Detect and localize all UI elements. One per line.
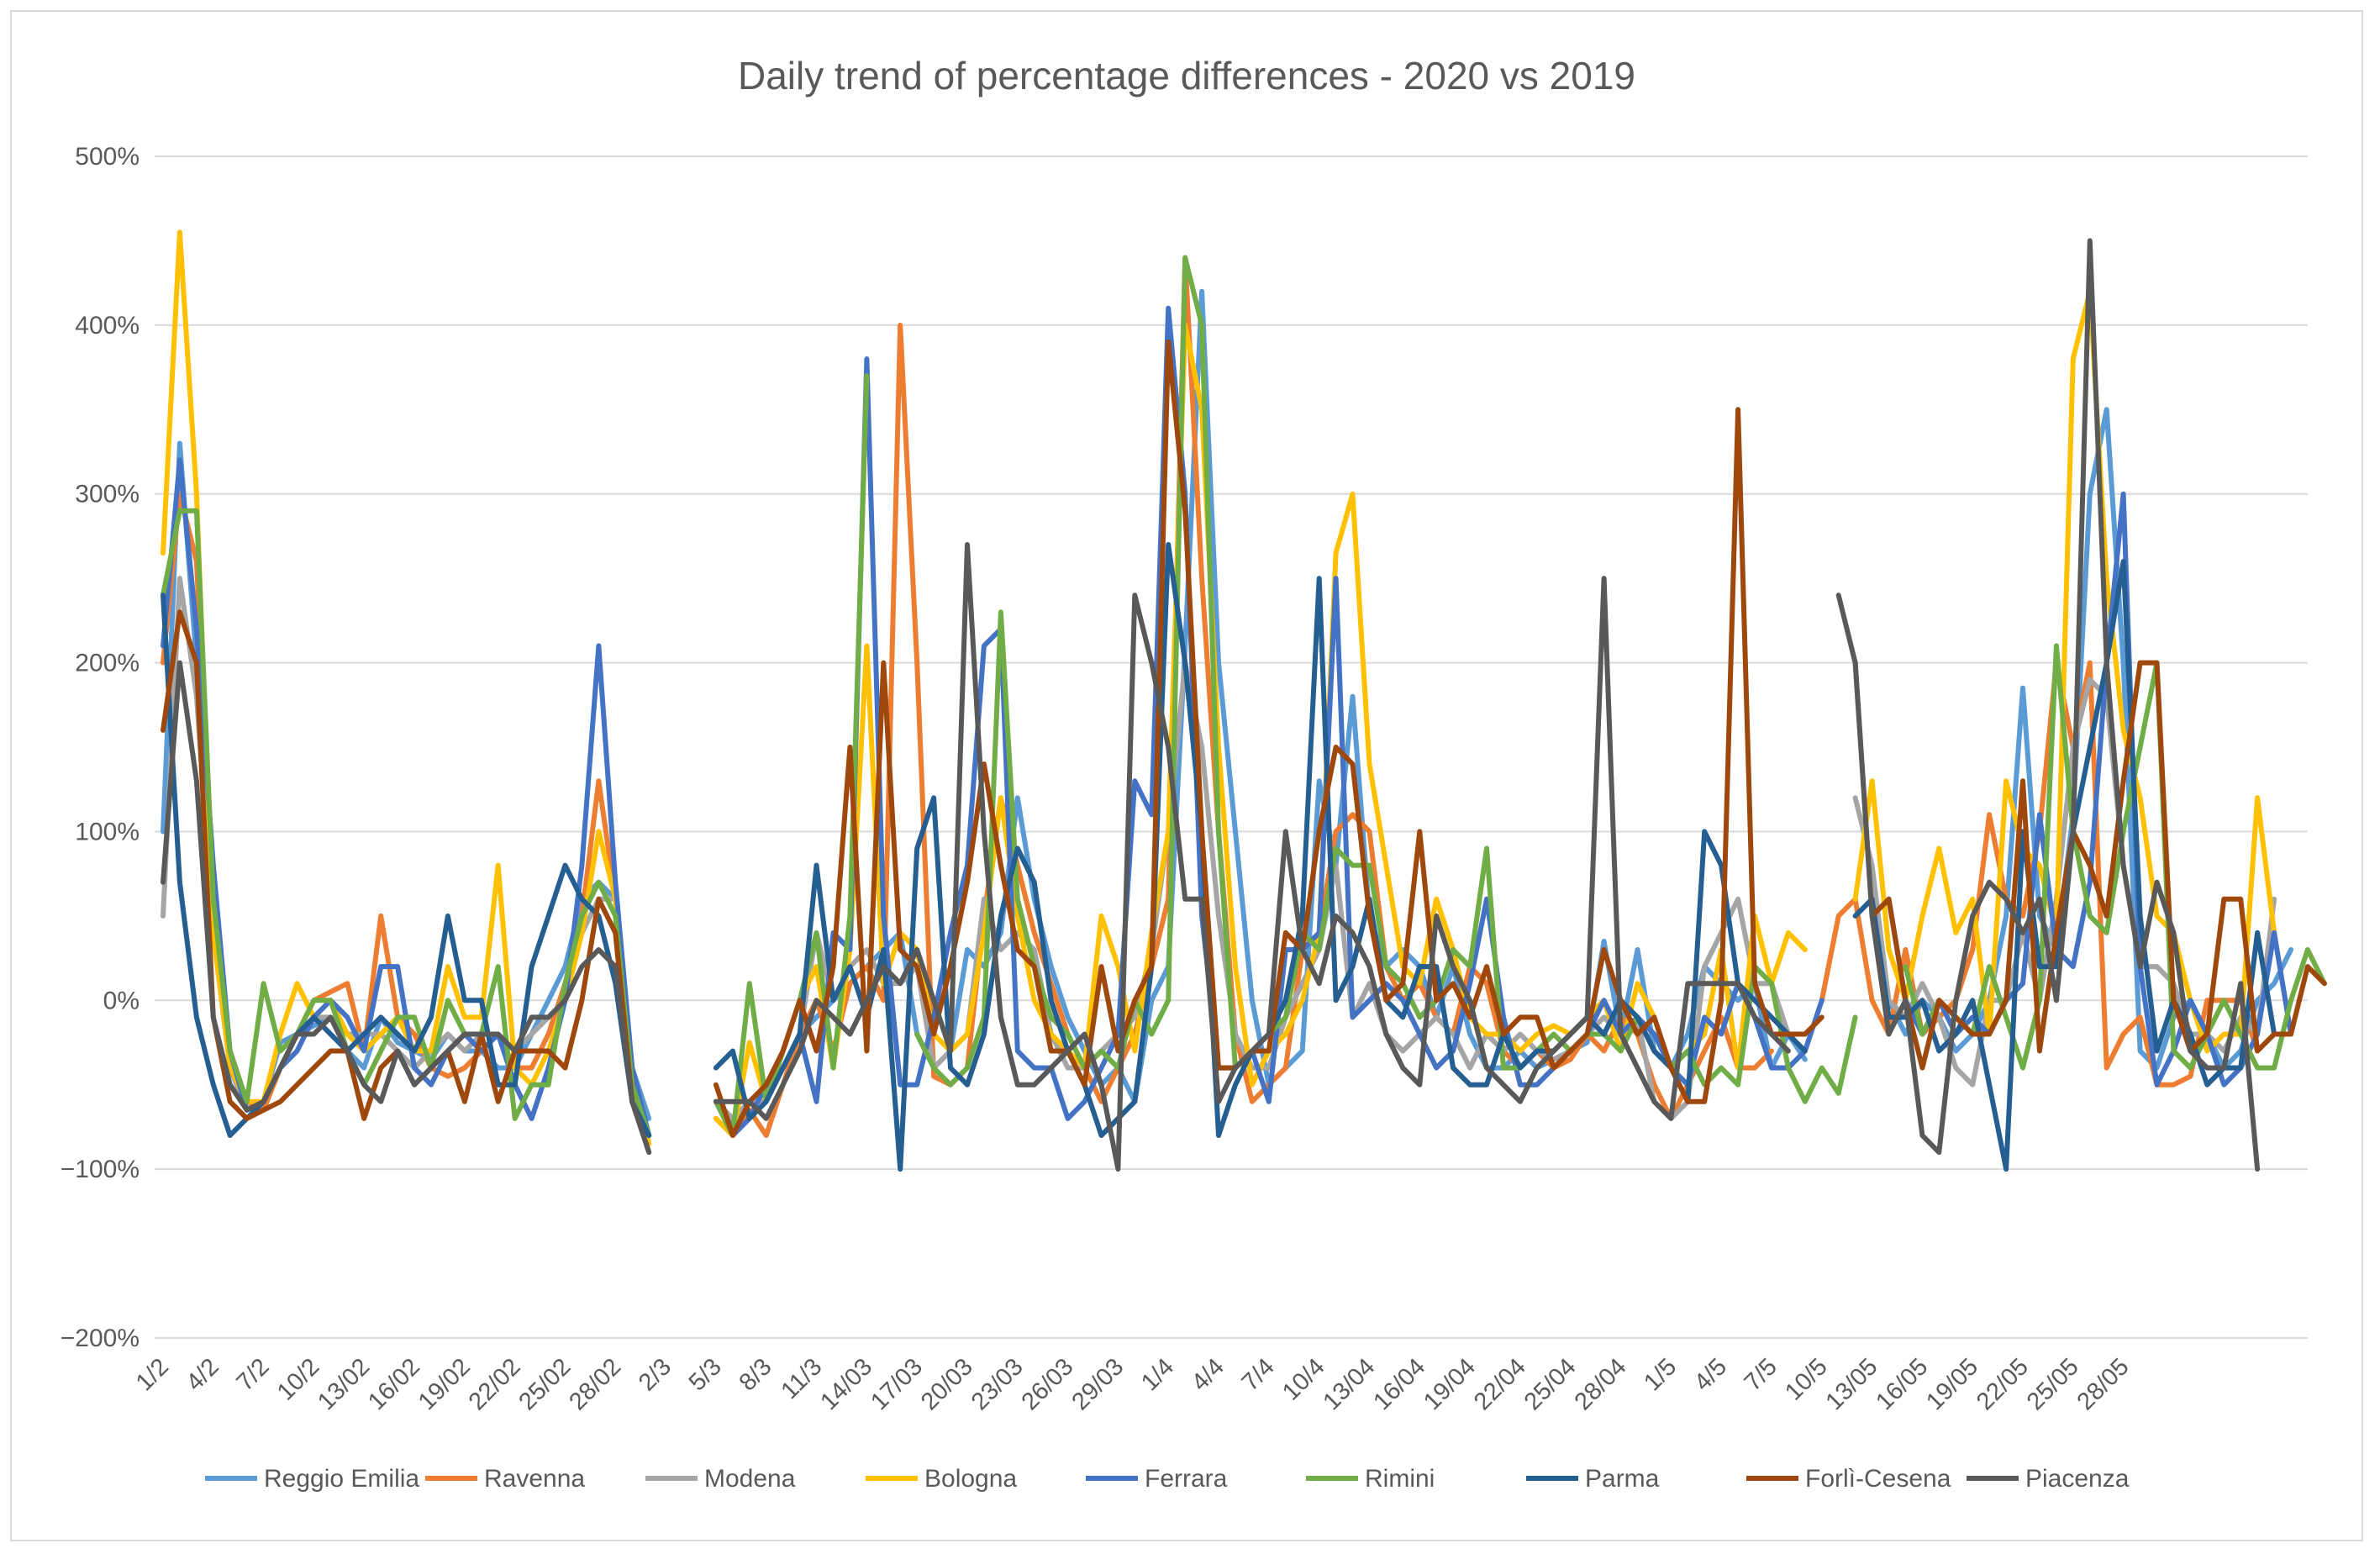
line-chart: Daily trend of percentage differences - …	[61, 54, 2327, 1493]
x-tick-label: 2/3	[634, 1353, 677, 1396]
legend-item: Bologna	[866, 1465, 1017, 1493]
x-tick-label: 20/03	[916, 1353, 978, 1415]
x-tick-label: 28/04	[1570, 1353, 1632, 1415]
legend-label: Ferrara	[1145, 1465, 1228, 1493]
y-tick-label: −200%	[61, 1325, 140, 1352]
x-tick-label: 25/05	[2022, 1353, 2084, 1415]
x-tick-label: 26/03	[1017, 1353, 1079, 1415]
x-tick-label: 1/4	[1136, 1353, 1179, 1396]
x-tick-label: 7/2	[231, 1353, 274, 1396]
legend-label: Ravenna	[484, 1465, 585, 1493]
x-tick-label: 8/3	[735, 1353, 777, 1396]
y-tick-label: −100%	[61, 1156, 140, 1183]
y-tick-label: 400%	[75, 312, 140, 340]
x-tick-label: 13/02	[313, 1353, 375, 1415]
x-tick-label: 19/05	[1921, 1353, 1983, 1415]
legend-item: Forlì-Cesena	[1746, 1465, 1951, 1493]
x-tick-label: 23/03	[966, 1353, 1029, 1415]
x-tick-label: 28/02	[564, 1353, 626, 1415]
x-tick-label: 13/05	[1821, 1353, 1883, 1415]
x-tick-label: 5/3	[684, 1353, 727, 1396]
y-tick-label: 200%	[75, 650, 140, 677]
x-tick-label: 25/02	[513, 1353, 576, 1415]
x-tick-label: 7/4	[1237, 1353, 1280, 1396]
y-tick-label: 0%	[103, 987, 140, 1014]
legend-label: Bologna	[924, 1465, 1017, 1493]
series-line-piacenza	[161, 238, 2261, 1172]
x-tick-label: 4/5	[1689, 1353, 1732, 1396]
x-tick-label: 13/04	[1318, 1353, 1380, 1415]
x-tick-label: 25/04	[1519, 1353, 1582, 1415]
x-tick-label: 1/5	[1639, 1353, 1682, 1396]
x-tick-label: 16/04	[1368, 1353, 1430, 1415]
legend-label: Modena	[704, 1465, 796, 1493]
x-tick-label: 22/05	[1972, 1353, 2034, 1415]
x-tick-label: 22/02	[464, 1353, 526, 1415]
legend-item: Parma	[1526, 1465, 1660, 1493]
y-tick-label: 100%	[75, 818, 140, 845]
x-tick-label: 19/02	[413, 1353, 476, 1415]
legend-item: Modena	[645, 1465, 796, 1493]
x-tick-label: 7/5	[1740, 1353, 1782, 1396]
legend-label: Piacenza	[2025, 1465, 2130, 1493]
chart-title: Daily trend of percentage differences - …	[738, 54, 1635, 97]
x-tick-label: 28/05	[2072, 1353, 2135, 1415]
x-tick-label: 14/03	[815, 1353, 877, 1415]
legend-label: Forlì-Cesena	[1805, 1465, 1951, 1493]
x-tick-label: 22/04	[1469, 1353, 1531, 1415]
x-tick-label: 4/2	[182, 1353, 224, 1396]
legend-label: Rimini	[1365, 1465, 1435, 1493]
y-tick-label: 300%	[75, 481, 140, 508]
x-tick-label: 17/03	[866, 1353, 928, 1415]
legend-item: Rimini	[1306, 1465, 1435, 1493]
legend-label: Reggio Emilia	[264, 1465, 419, 1493]
legend-item: Ravenna	[425, 1465, 585, 1493]
legend-item: Reggio Emilia	[205, 1465, 419, 1493]
x-tick-label: 19/04	[1419, 1353, 1481, 1415]
series-line-rimini	[161, 255, 2327, 1138]
legend-label: Parma	[1585, 1465, 1660, 1493]
x-tick-label: 4/4	[1187, 1353, 1229, 1396]
y-tick-label: 500%	[75, 143, 140, 171]
x-tick-label: 1/2	[131, 1353, 174, 1396]
legend-item: Piacenza	[1967, 1465, 2130, 1493]
chart-frame: Daily trend of percentage differences - …	[10, 10, 2363, 1541]
x-tick-label: 16/05	[1871, 1353, 1933, 1415]
x-tick-label: 29/03	[1066, 1353, 1129, 1415]
x-tick-label: 16/02	[363, 1353, 425, 1415]
legend-item: Ferrara	[1086, 1465, 1228, 1493]
